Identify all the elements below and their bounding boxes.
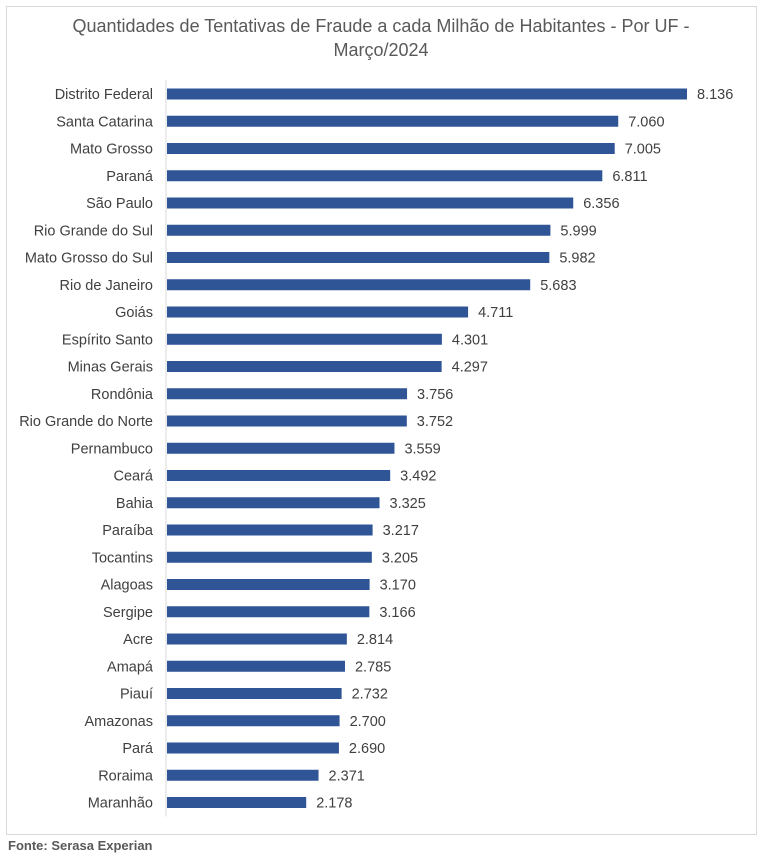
bar (167, 388, 408, 400)
value-label: 4.301 (452, 332, 488, 348)
bar (167, 524, 373, 536)
value-label: 3.752 (417, 414, 453, 430)
category-label: Maranhão (88, 796, 153, 812)
value-label: 2.814 (357, 632, 393, 648)
category-label: Amapá (107, 659, 154, 675)
category-label: Roraima (98, 768, 154, 784)
value-label: 4.711 (478, 305, 513, 321)
value-label: 3.166 (379, 605, 415, 621)
value-label: 3.217 (383, 523, 419, 539)
category-label: Rio Grande do Sul (34, 223, 153, 239)
value-label: 2.732 (352, 687, 388, 703)
bar (167, 688, 342, 699)
category-label: Rio Grande do Norte (19, 414, 153, 430)
bar (167, 660, 345, 672)
value-label: 3.205 (382, 550, 418, 566)
value-label: 2.690 (349, 741, 385, 757)
bar (167, 88, 687, 100)
bar (167, 252, 550, 263)
category-label: São Paulo (86, 196, 153, 212)
category-label: Mato Grosso do Sul (25, 251, 153, 267)
value-label: 2.178 (316, 796, 352, 812)
bar (167, 143, 615, 154)
bar (167, 633, 347, 645)
bar (167, 715, 340, 727)
value-label: 5.999 (560, 223, 596, 239)
bar (167, 769, 319, 781)
bar (167, 170, 603, 182)
value-label: 3.492 (400, 469, 436, 485)
bar (167, 279, 531, 291)
category-label: Espírito Santo (62, 332, 153, 348)
value-label: 3.756 (417, 387, 453, 403)
value-label: 4.297 (452, 360, 488, 376)
value-label: 5.683 (540, 278, 576, 294)
category-label: Paraíba (102, 523, 154, 539)
bar (167, 415, 407, 427)
category-label: Rio de Janeiro (60, 278, 154, 294)
chart-title: Quantidades de Tentativas de Fraude a ca… (72, 16, 690, 60)
bar (167, 197, 574, 209)
value-label: 5.982 (559, 251, 595, 267)
bar (167, 470, 391, 481)
value-label: 7.060 (628, 114, 664, 130)
category-label: Bahia (116, 496, 154, 512)
category-label: Minas Gerais (68, 360, 153, 376)
bar (167, 115, 619, 127)
value-label: 6.811 (612, 169, 647, 185)
bar (167, 306, 469, 318)
category-label: Goiás (115, 305, 153, 321)
bar (167, 606, 370, 618)
bar (167, 579, 370, 590)
value-label: 2.700 (350, 714, 386, 730)
bar (167, 361, 442, 372)
value-label: 2.785 (355, 659, 391, 675)
value-label: 3.170 (380, 578, 416, 594)
value-label: 3.325 (390, 496, 426, 512)
category-label: Pernambuco (71, 441, 153, 457)
category-label: Alagoas (101, 578, 153, 594)
category-label: Tocantins (92, 550, 153, 566)
category-label: Acre (123, 632, 153, 648)
value-label: 6.356 (583, 196, 619, 212)
category-label: Distrito Federal (55, 87, 153, 103)
category-label: Rondônia (91, 387, 154, 403)
category-label: Ceará (114, 469, 154, 485)
category-label: Santa Catarina (56, 114, 154, 130)
bar (167, 497, 380, 509)
value-label: 7.005 (625, 142, 661, 158)
category-label: Mato Grosso (70, 142, 153, 158)
category-label: Amazonas (84, 714, 153, 730)
value-label: 2.371 (329, 768, 365, 784)
category-label: Pará (122, 741, 154, 757)
bar (167, 742, 339, 754)
bar (167, 797, 307, 808)
bar (167, 333, 442, 345)
value-label: 3.559 (404, 441, 440, 457)
category-label: Piauí (120, 687, 153, 703)
source-note: Fonte: Serasa Experian (8, 838, 153, 853)
value-label: 8.136 (697, 87, 733, 103)
bar (167, 551, 372, 563)
category-label: Sergipe (103, 605, 153, 621)
category-label: Paraná (106, 169, 154, 185)
bar (167, 442, 395, 454)
bar (167, 224, 551, 236)
